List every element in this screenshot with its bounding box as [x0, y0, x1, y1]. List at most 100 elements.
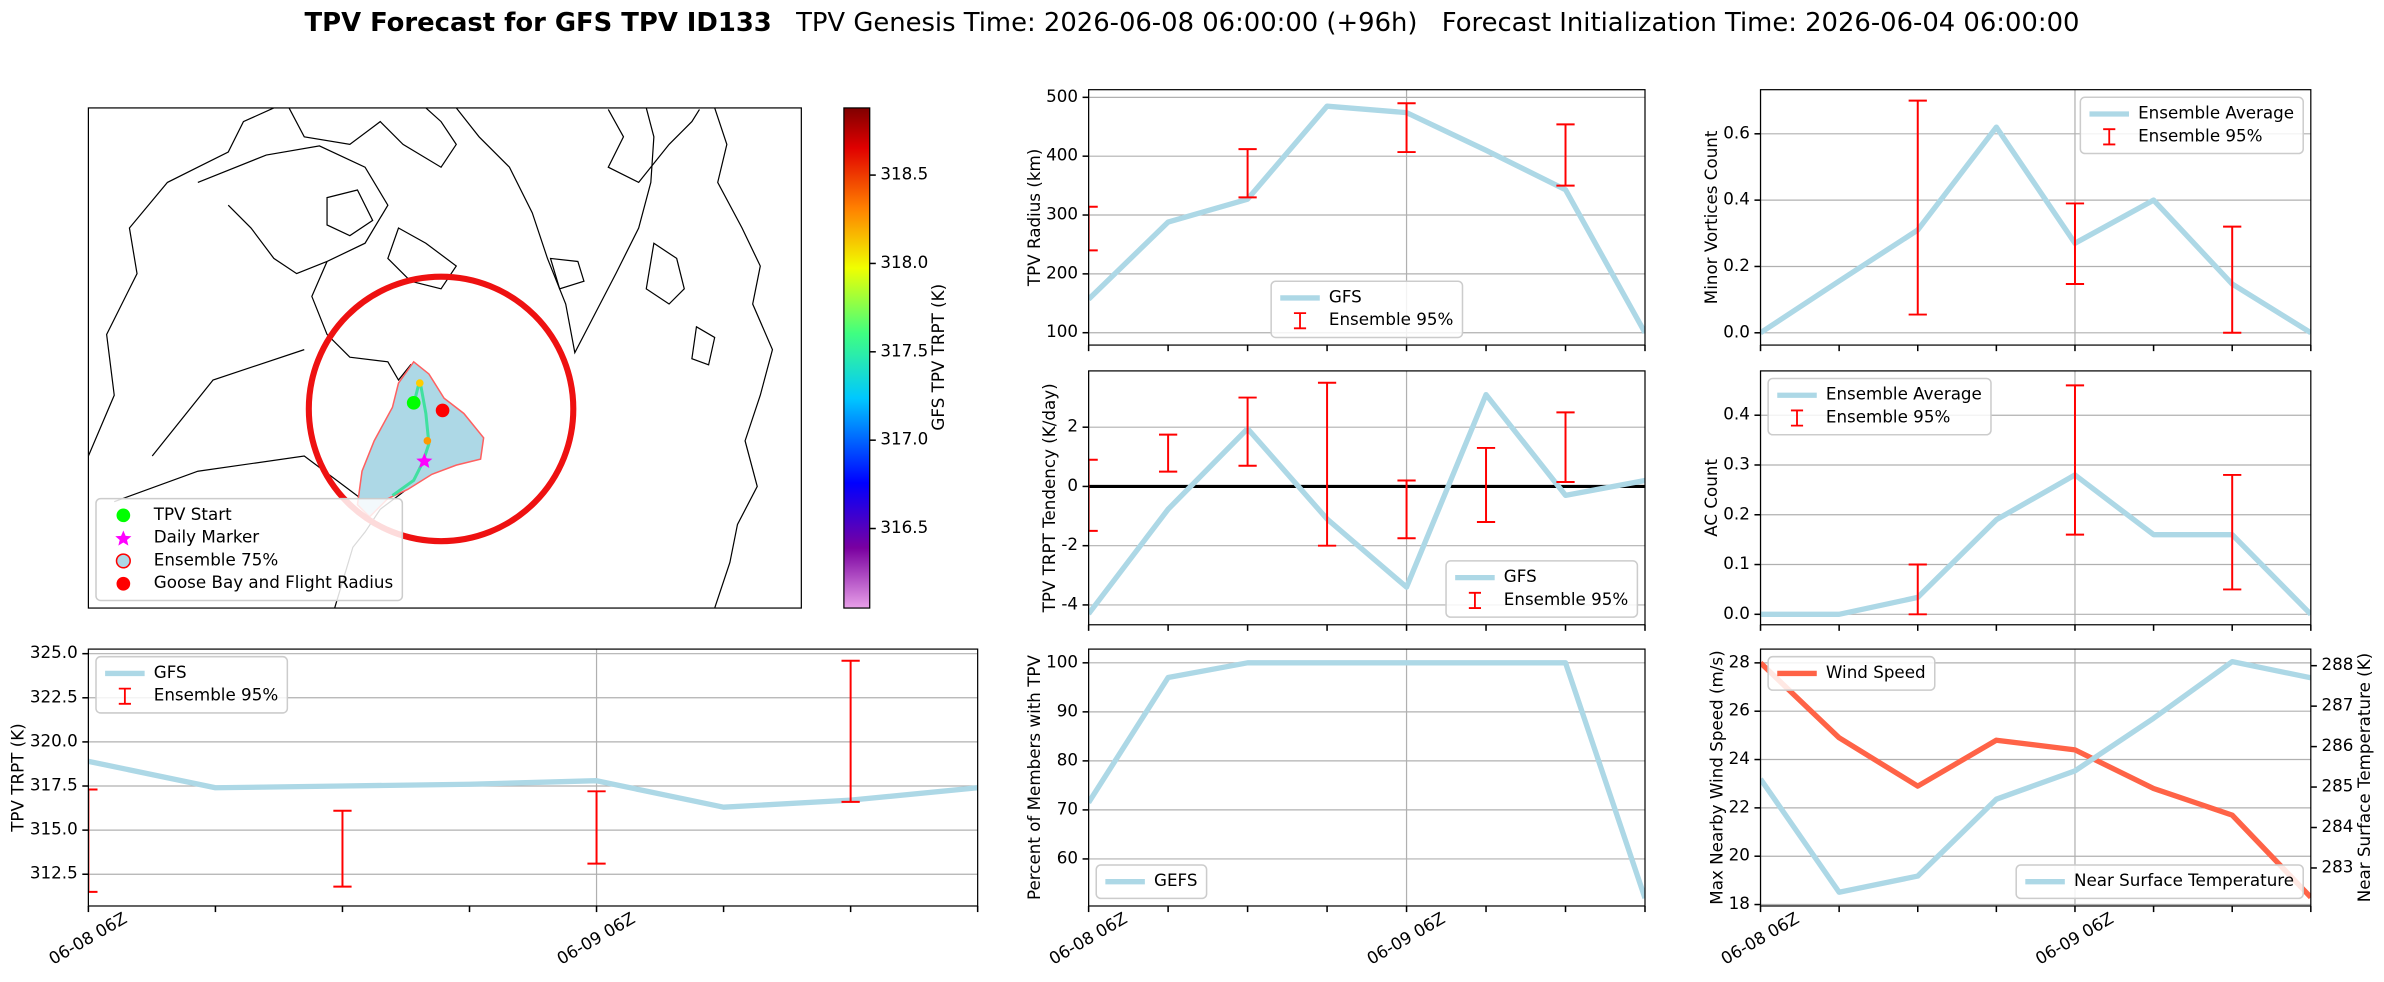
- legend-label: Daily Marker: [154, 527, 260, 547]
- series-line: [1760, 472, 2311, 617]
- title-main: TPV Forecast for GFS TPV ID133: [305, 7, 772, 37]
- y-tick-label: 100: [1046, 651, 1078, 671]
- y2-tick-label: 284: [2321, 816, 2353, 836]
- y-tick-label: 90: [1057, 700, 1078, 720]
- y-tick-label: 28: [1729, 651, 1750, 671]
- colorbar-tick-label: 317.0: [880, 429, 928, 449]
- legend-label: Goose Bay and Flight Radius: [154, 572, 393, 592]
- error-bar: [2065, 384, 2085, 536]
- colorbar: [843, 107, 871, 609]
- legend-label: GFS: [1329, 286, 1362, 306]
- map-background: [88, 107, 774, 609]
- legend-label: GFS: [1504, 566, 1537, 586]
- error-bar: [333, 809, 352, 888]
- colorbar-tick-label: 316.5: [880, 517, 928, 537]
- legend-label: TPV Start: [153, 504, 232, 524]
- y-tick-label: 2: [1067, 416, 1078, 436]
- map-frame: [87, 107, 802, 609]
- y-tick-label: 0.4: [1723, 189, 1750, 209]
- error-bar: [1908, 99, 1927, 316]
- y-tick-label: 100: [1046, 321, 1078, 341]
- y-axis-label: AC Count: [1701, 459, 1721, 537]
- tpv-start: [406, 395, 421, 410]
- y-tick-label: 0.2: [1723, 255, 1750, 275]
- legend-box: [95, 497, 404, 602]
- legend-errorbar: [1293, 312, 1307, 330]
- legend-box: [1095, 864, 1208, 900]
- error-bar: [1556, 123, 1575, 187]
- series-line: [88, 758, 978, 810]
- legend-label: Ensemble Average: [1826, 384, 1982, 404]
- plot-frame: [87, 648, 979, 907]
- error-bar: [88, 788, 98, 893]
- y2-tick-label: 287: [2321, 695, 2353, 715]
- y-tick-label: 200: [1046, 262, 1078, 282]
- plot-area: [1088, 660, 1645, 900]
- y-tick-label: 0.0: [1723, 321, 1750, 341]
- y-tick-label: 315.0: [30, 819, 78, 839]
- plot-area: [88, 659, 978, 893]
- y-tick-label: 0.1: [1723, 553, 1750, 573]
- y-tick-label: 312.5: [30, 863, 78, 883]
- y2-tick-label: 285: [2321, 776, 2353, 796]
- legend-label: Ensemble 95%: [2138, 125, 2262, 145]
- track-point: [423, 437, 432, 445]
- figure-title: TPV Forecast for GFS TPV ID133 TPV Genesi…: [305, 7, 2080, 37]
- plot-frame: [1088, 89, 1646, 346]
- y-tick-label: -2: [1061, 534, 1078, 554]
- series-line: [1760, 660, 2311, 900]
- y-tick-label: 70: [1057, 798, 1078, 818]
- error-bar: [1397, 479, 1416, 540]
- legend-errorbar: [1790, 409, 1804, 427]
- y-tick-label: 0.0: [1723, 603, 1750, 623]
- error-bar: [1397, 102, 1416, 154]
- legend: GFS Ensemble 95%: [1445, 560, 1639, 618]
- legend-box: [1767, 655, 1936, 691]
- error-bar: [2065, 202, 2085, 286]
- x-tick-label: 06-09 06Z: [1363, 908, 1448, 969]
- error-bar: [1238, 148, 1257, 199]
- y-tick-label: 0.3: [1723, 453, 1750, 473]
- legend-label: Ensemble Average: [2138, 103, 2294, 123]
- legend-errorbar: [2103, 128, 2116, 146]
- error-bar: [841, 659, 860, 803]
- plot-area: [1760, 384, 2311, 617]
- series-line: [1088, 103, 1645, 335]
- goose-bay: [435, 403, 450, 418]
- plot-area: [1760, 99, 2311, 336]
- error-bar: [1088, 205, 1098, 252]
- error-bar: [1088, 458, 1098, 532]
- flight-radius: [305, 273, 577, 545]
- legend-marker: [115, 553, 131, 569]
- y2-tick-label: 283: [2321, 856, 2353, 876]
- plot-area: [1088, 381, 1645, 616]
- legend-box: [2015, 864, 2304, 900]
- y-tick-label: 317.5: [30, 775, 78, 795]
- y-tick-label: 26: [1729, 700, 1750, 720]
- plot-frame: [1759, 89, 2312, 346]
- legend-label: GEFS: [1154, 870, 1197, 890]
- series-line: [1760, 124, 2311, 336]
- map-overlay: [305, 273, 577, 545]
- y-tick-label: 500: [1046, 86, 1078, 106]
- y-axis-label: Max Nearby Wind Speed (m/s): [1706, 650, 1726, 904]
- legend: GFS Ensemble 95%: [95, 655, 289, 714]
- error-bar: [1476, 446, 1496, 523]
- y-tick-label: 0.2: [1723, 503, 1750, 523]
- error-bar: [587, 790, 606, 865]
- legend-box: [2079, 96, 2304, 155]
- error-bar: [1158, 433, 1178, 473]
- y-tick-label: 22: [1729, 796, 1750, 816]
- x-tick-label: 06-08 06Z: [1717, 908, 1802, 969]
- legend-label: Ensemble 95%: [154, 685, 278, 705]
- legend: GEFS: [1095, 864, 1208, 900]
- legend-box: [1445, 560, 1639, 618]
- y-tick-label: 18: [1729, 893, 1750, 913]
- y2-axis-label: Near Surface Temperature (K): [2354, 653, 2374, 902]
- y-tick-label: 24: [1729, 748, 1750, 768]
- legend-label: Near Surface Temperature: [2074, 870, 2294, 890]
- y-tick-label: 0.6: [1723, 122, 1750, 142]
